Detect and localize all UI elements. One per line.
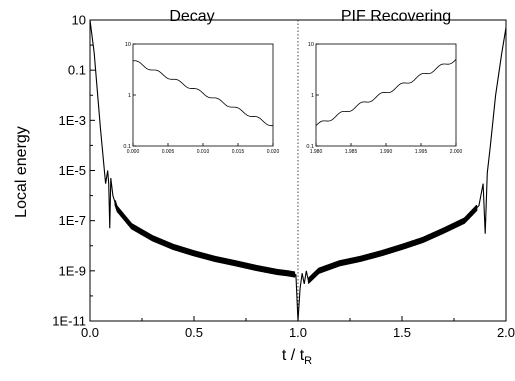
inset-series-line (133, 60, 273, 127)
y-tick-label: 1E-5 (59, 163, 86, 178)
y-axis-ticks: 10 0.1 1E-3 1E-5 1E-7 1E-9 1E-11 (52, 13, 95, 329)
x-tick-label: 1.5 (393, 325, 411, 340)
y-axis-label: Local energy (13, 126, 30, 218)
inset-x-tick-label: 1.990 (380, 149, 393, 155)
inset-recovering: 1.980 1.985 1.990 1.995 2.000 10 1 0.1 (306, 42, 462, 155)
inset-decay: 0.000 0.005 0.010 0.015 0.020 10 1 0.1 (123, 42, 279, 155)
y-tick-label: 1E-11 (52, 314, 86, 329)
inset-y-tick-label: 0.1 (306, 144, 314, 150)
annotation-pif-recovering: PIF Recovering (341, 8, 451, 25)
y-tick-label: 1E-7 (59, 213, 86, 228)
y-tick-label: 0.1 (68, 63, 86, 78)
inset-x-tick-label: 0.000 (127, 149, 140, 155)
x-axis-label-subscript: R (304, 355, 312, 367)
inset-series-line (315, 59, 457, 126)
inset-x-tick-label: 0.015 (232, 149, 245, 155)
inset-y-tick-label: 1 (128, 93, 131, 99)
inset-y-tick-label: 1 (311, 93, 314, 99)
y-tick-label: 10 (72, 13, 86, 28)
x-axis-ticks: 0.0 0.5 1.0 1.5 2.0 (81, 316, 515, 340)
x-axis-label-main: t / t (282, 347, 305, 364)
inset-y-tick-label: 0.1 (123, 144, 131, 150)
x-tick-label: 1.0 (289, 325, 307, 340)
annotation-decay: Decay (169, 8, 214, 25)
x-tick-label: 0.5 (185, 325, 203, 340)
inset-x-tick-label: 1.985 (345, 149, 358, 155)
inset-y-tick-label: 10 (125, 42, 131, 48)
x-tick-label: 2.0 (497, 325, 515, 340)
inset-x-tick-label: 2.000 (450, 149, 463, 155)
y-tick-label: 1E-3 (59, 113, 86, 128)
inset-frame (315, 43, 457, 147)
main-plot: 0.0 0.5 1.0 1.5 2.0 10 0.1 1E-3 1E-5 1E-7 1E-9 1E-… (13, 8, 515, 367)
inset-x-tick-label: 1.980 (310, 149, 323, 155)
x-axis-label: t / tR (282, 347, 312, 367)
inset-x-tick-label: 0.010 (197, 149, 210, 155)
inset-frame (132, 43, 274, 147)
x-tick-label: 0.0 (81, 325, 99, 340)
y-tick-label: 1E-9 (59, 263, 86, 278)
inset-x-tick-label: 1.995 (415, 149, 428, 155)
inset-x-tick-label: 0.020 (267, 149, 280, 155)
inset-y-tick-label: 10 (308, 42, 314, 48)
inset-x-tick-label: 0.005 (162, 149, 175, 155)
